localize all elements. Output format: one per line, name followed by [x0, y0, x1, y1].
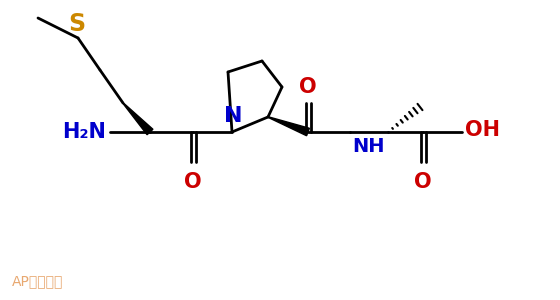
Text: S: S [68, 12, 86, 36]
Polygon shape [123, 103, 153, 135]
Text: NH: NH [352, 137, 385, 156]
Text: AP专肽生物: AP专肽生物 [12, 274, 63, 288]
Polygon shape [268, 117, 310, 136]
Text: H₂N: H₂N [62, 122, 106, 142]
Text: O: O [184, 172, 202, 192]
Text: OH: OH [465, 120, 500, 140]
Text: N: N [224, 106, 242, 126]
Text: O: O [299, 77, 317, 97]
Text: O: O [414, 172, 432, 192]
